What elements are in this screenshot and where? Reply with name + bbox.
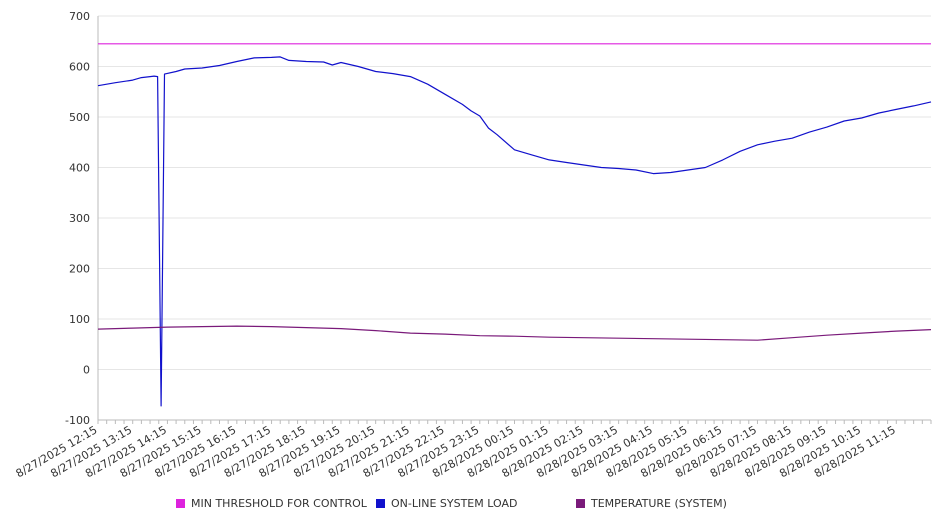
legend-label-temperature: TEMPERATURE (SYSTEM)	[591, 497, 727, 510]
legend-label-min-threshold: MIN THRESHOLD FOR CONTROL	[191, 497, 367, 510]
y-tick-label: -100	[65, 414, 90, 427]
y-tick-label: 300	[69, 212, 90, 225]
y-tick-labels: -100 0 100 200 300 400 500 600 700	[65, 10, 90, 427]
y-tick-label: 700	[69, 10, 90, 23]
legend-item-system-load[interactable]: ON-LINE SYSTEM LOAD	[376, 497, 517, 510]
y-tick-label: 0	[83, 364, 90, 377]
legend-swatch-min-threshold	[176, 499, 185, 508]
axes	[97, 16, 932, 424]
legend-item-temperature[interactable]: TEMPERATURE (SYSTEM)	[576, 497, 727, 510]
series-line-system-load	[97, 56, 932, 407]
legend-swatch-temperature	[576, 499, 585, 508]
legend-item-min-threshold[interactable]: MIN THRESHOLD FOR CONTROL	[176, 497, 367, 510]
legend: MIN THRESHOLD FOR CONTROL ON-LINE SYSTEM…	[0, 497, 946, 515]
series-lines	[97, 43, 932, 407]
legend-swatch-system-load	[376, 499, 385, 508]
legend-label-system-load: ON-LINE SYSTEM LOAD	[391, 497, 518, 510]
y-tick-label: 400	[69, 162, 90, 175]
x-tick-labels: 8/27/2025 12:158/27/2025 13:158/27/2025 …	[14, 423, 898, 480]
y-tick-label: 200	[69, 263, 90, 276]
gridlines	[98, 15, 931, 421]
y-tick-label: 100	[69, 313, 90, 326]
y-tick-label: 500	[69, 111, 90, 124]
series-line-temperature	[97, 325, 932, 341]
y-tick-label: 600	[69, 61, 90, 74]
